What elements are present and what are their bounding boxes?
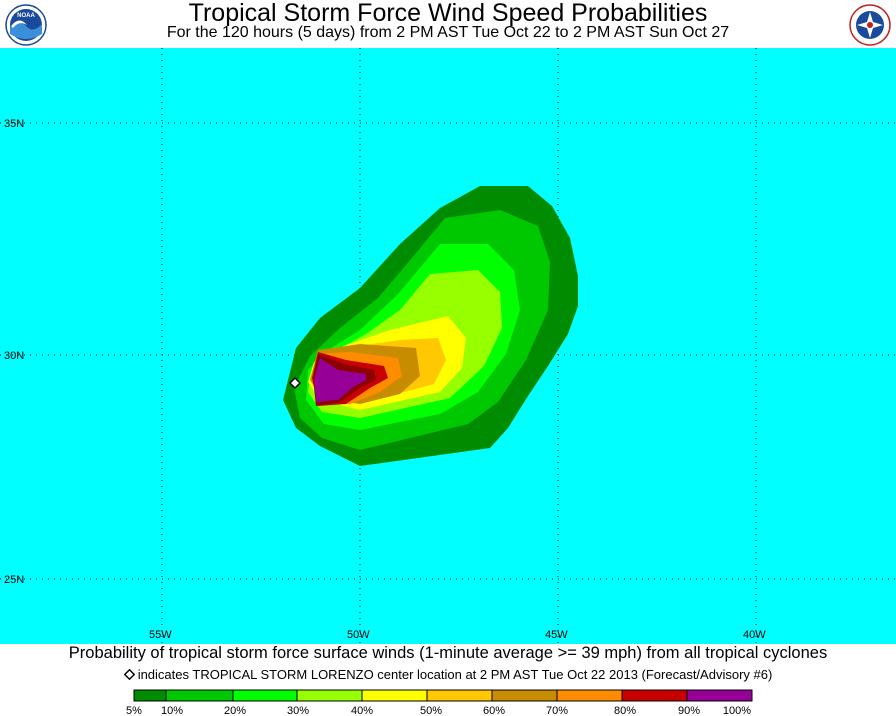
scale-swatch-4 bbox=[296, 689, 363, 702]
lat-label-30n: 30N bbox=[4, 350, 24, 362]
scale-swatch-1 bbox=[133, 689, 167, 702]
scale-label-100: 100% bbox=[723, 705, 751, 716]
noaa-logo-icon: NOAA bbox=[5, 4, 47, 46]
noaa-logo-text: NOAA bbox=[17, 13, 35, 19]
scale-swatch-7 bbox=[491, 689, 558, 702]
scale-labels: 5% 10% 20% 30% 40% 50% 60% 70% 80% 90% 1… bbox=[126, 705, 751, 716]
lon-label-40w: 40W bbox=[743, 629, 766, 641]
scale-label-30: 30% bbox=[287, 705, 309, 716]
scale-label-10: 10% bbox=[161, 705, 183, 716]
scale-label-90: 90% bbox=[678, 705, 700, 716]
scale-label-70: 70% bbox=[546, 705, 568, 716]
latitude-labels: 35N 30N 25N bbox=[4, 118, 24, 586]
probability-contours bbox=[283, 186, 578, 466]
lat-label-25n: 25N bbox=[4, 574, 24, 586]
lat-label-35n: 35N bbox=[4, 118, 24, 130]
legend-note-text: indicates TROPICAL STORM LORENZO center … bbox=[137, 667, 773, 682]
scale-label-20: 20% bbox=[224, 705, 246, 716]
nws-logo-icon bbox=[849, 4, 891, 46]
contour-100pct bbox=[314, 358, 366, 402]
lon-label-45w: 45W bbox=[545, 629, 568, 641]
scale-label-50: 50% bbox=[420, 705, 442, 716]
longitude-labels: 55W 50W 45W 40W bbox=[149, 629, 766, 641]
map-caption: Probability of tropical storm force surf… bbox=[68, 644, 828, 662]
scale-swatches bbox=[133, 689, 753, 702]
scale-swatch-6 bbox=[426, 689, 493, 702]
probability-color-scale: 5% 10% 20% 30% 40% 50% 60% 70% 80% 90% 1… bbox=[126, 689, 753, 716]
scale-swatch-9 bbox=[621, 689, 688, 702]
scale-swatch-2 bbox=[165, 689, 234, 702]
scale-swatch-5 bbox=[361, 689, 428, 702]
diamond-icon bbox=[123, 668, 135, 681]
scale-swatch-8 bbox=[556, 689, 623, 702]
scale-label-5: 5% bbox=[126, 705, 142, 716]
scale-label-60: 60% bbox=[483, 705, 505, 716]
probability-map: 35N 30N 25N 55W 50W 45W 40W bbox=[0, 48, 896, 644]
lon-label-55w: 55W bbox=[149, 629, 172, 641]
page-subtitle: For the 120 hours (5 days) from 2 PM AST… bbox=[166, 24, 730, 41]
storm-center-diamond-icon bbox=[288, 376, 302, 390]
scale-label-40: 40% bbox=[351, 705, 373, 716]
legend-note: indicates TROPICAL STORM LORENZO center … bbox=[0, 667, 896, 683]
scale-swatch-10 bbox=[686, 689, 753, 702]
page-title: Tropical Storm Force Wind Speed Probabil… bbox=[188, 0, 708, 27]
scale-swatch-3 bbox=[232, 689, 298, 702]
header: NOAA Tropical Storm Force Wind Speed Pro… bbox=[0, 0, 896, 48]
scale-label-80: 80% bbox=[614, 705, 636, 716]
lon-label-50w: 50W bbox=[347, 629, 370, 641]
